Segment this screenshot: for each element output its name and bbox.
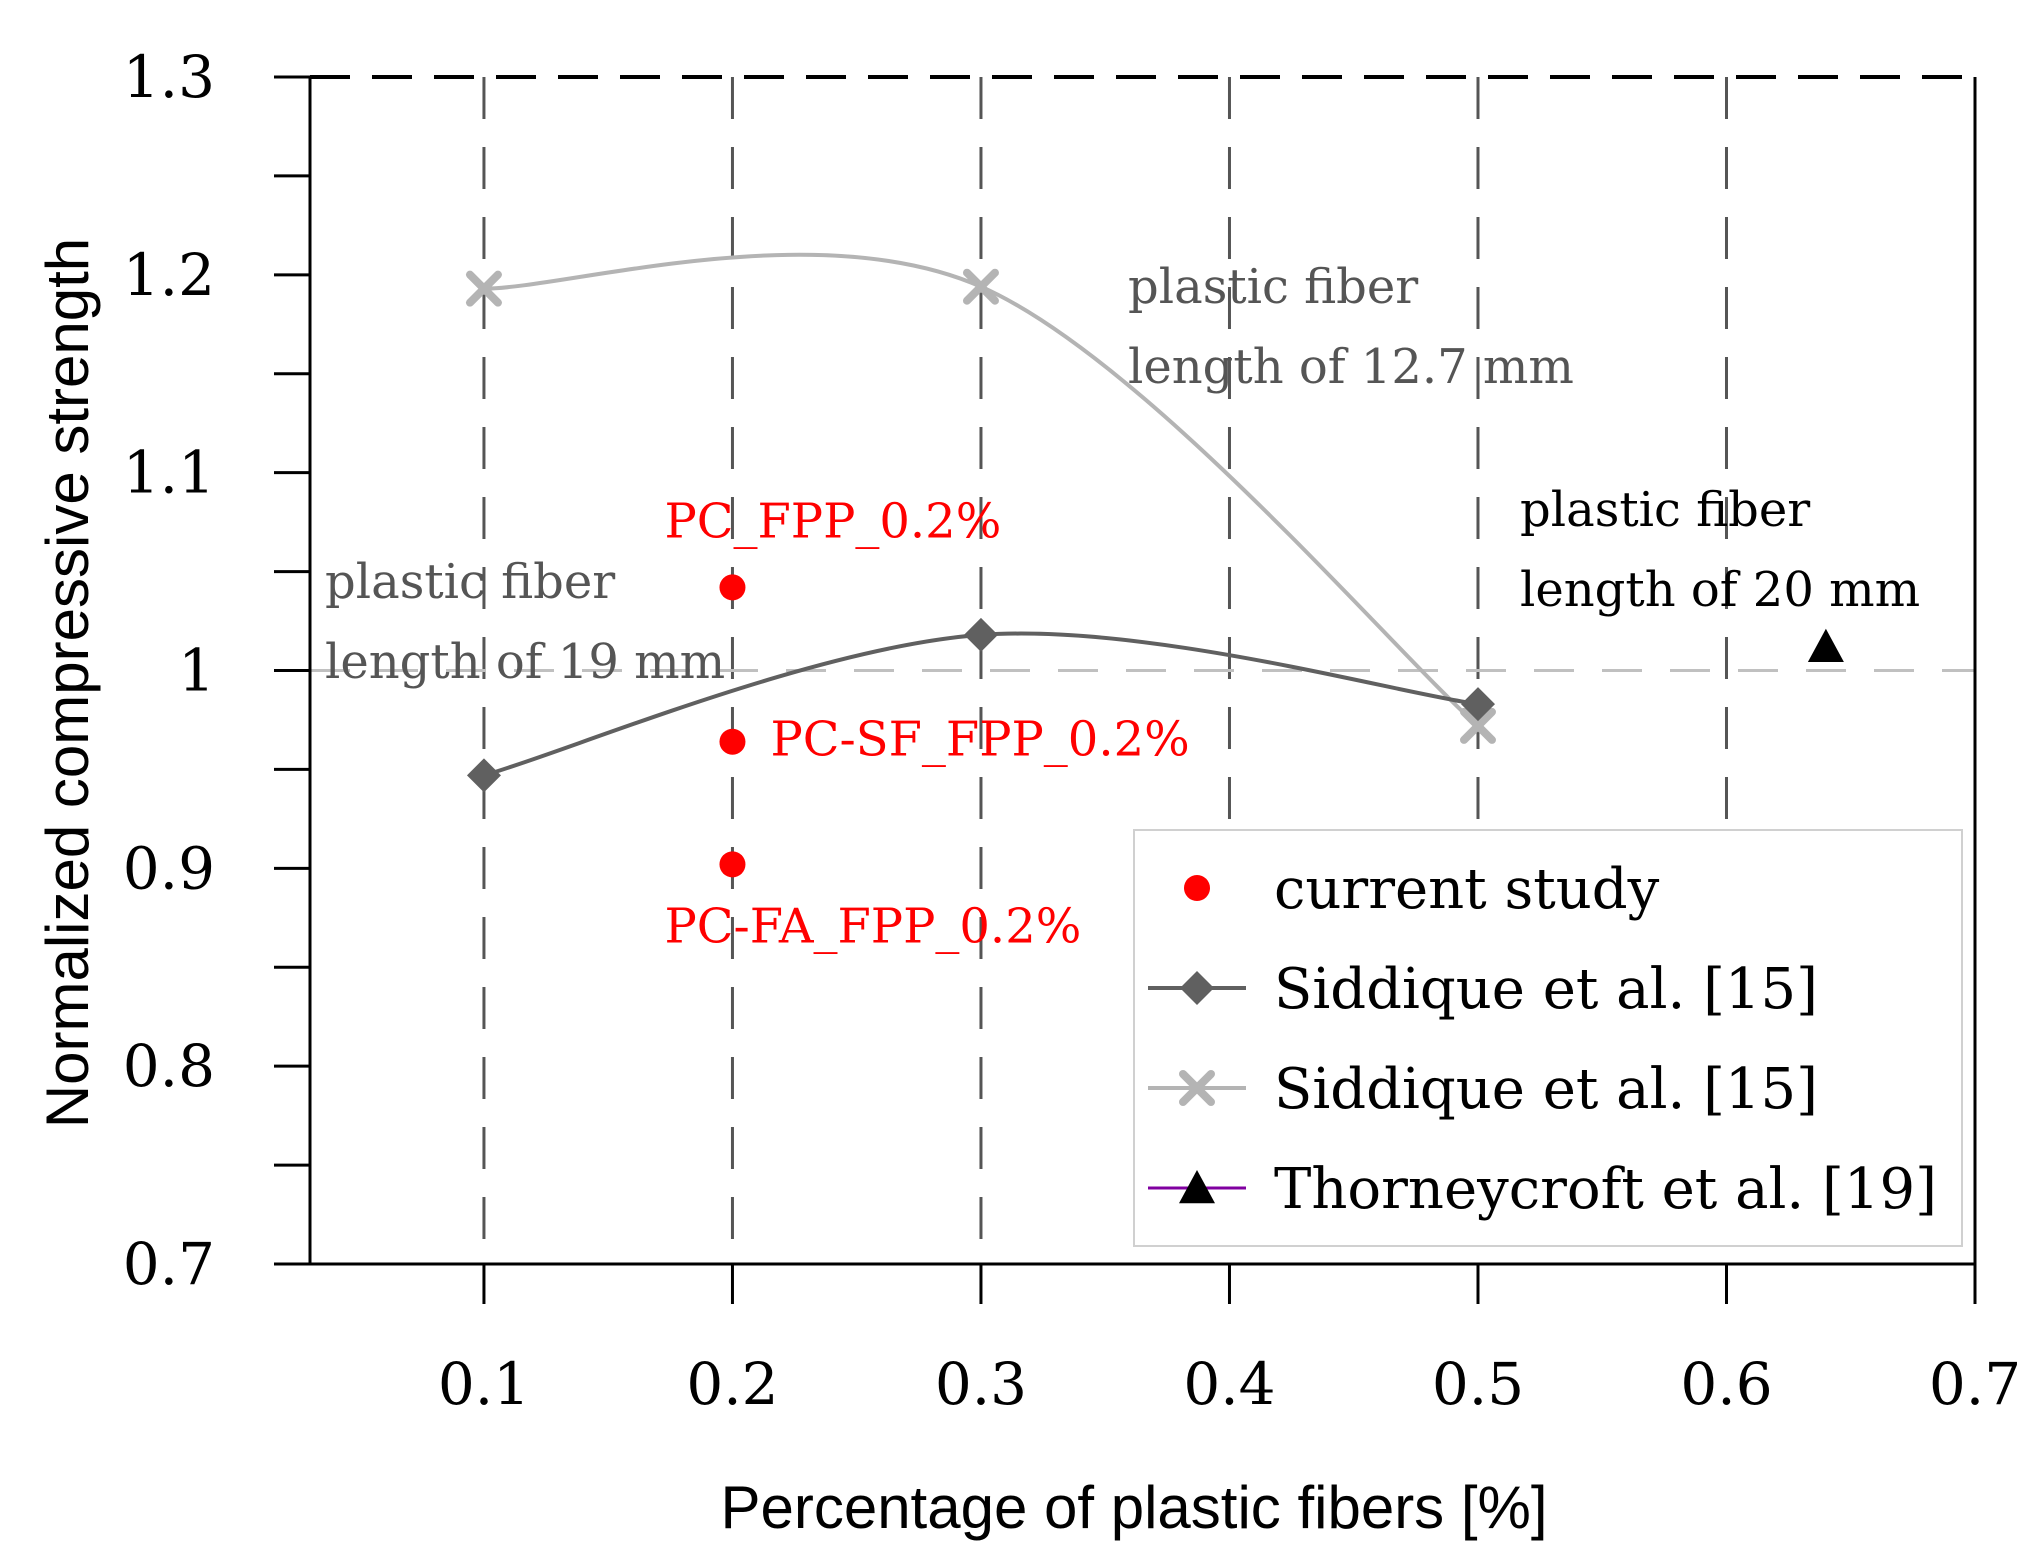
x-tick-label: 0.6 bbox=[1680, 1350, 1772, 1418]
y-tick-label: 0.9 bbox=[123, 834, 215, 902]
x-axis-title: Percentage of plastic fibers [%] bbox=[720, 1474, 1547, 1541]
x-marker-stroke bbox=[1179, 1070, 1215, 1106]
data-point bbox=[1460, 687, 1495, 722]
annotation: plastic fiber length of 19 mm bbox=[325, 554, 725, 690]
x-tick-label: 0.3 bbox=[935, 1350, 1027, 1418]
x-marker-stroke bbox=[1459, 707, 1496, 744]
legend-item: current study bbox=[1184, 857, 1660, 922]
legend: current study Siddique et al. [15] Siddiqu… bbox=[1133, 829, 1963, 1247]
data-point bbox=[465, 270, 502, 307]
data-point bbox=[1179, 1170, 1215, 1204]
point-labels: PC_FPP_0.2% PC-SF_FPP_0.2% PC-FA_FPP_0.2% bbox=[664, 493, 1189, 954]
x-marker-stroke bbox=[962, 268, 999, 305]
data-point bbox=[1807, 628, 1844, 663]
annotation-line: plastic fiber bbox=[1128, 259, 1418, 315]
data-point bbox=[1180, 971, 1214, 1005]
legend-label: Thorneycroft et al. [19] bbox=[1274, 1157, 1937, 1222]
annotation: plastic fiber length of 12.7 mm bbox=[1128, 259, 1574, 395]
legend-item: Siddique et al. [15] bbox=[1148, 1057, 1818, 1122]
point-label: PC-FA_FPP_0.2% bbox=[664, 898, 1081, 954]
y-tick-label: 1 bbox=[178, 637, 215, 705]
plot-frame bbox=[274, 75, 1977, 1304]
x-marker-stroke bbox=[465, 270, 502, 307]
point-label: PC-SF_FPP_0.2% bbox=[770, 712, 1189, 768]
x-tick-label: 0.7 bbox=[1929, 1350, 2021, 1418]
data-point bbox=[962, 268, 999, 305]
x-tick-label: 0.4 bbox=[1183, 1350, 1275, 1418]
y-tick-label: 1.1 bbox=[123, 439, 215, 507]
x-tick-label: 0.5 bbox=[1432, 1350, 1524, 1418]
legend-item: Thorneycroft et al. [19] bbox=[1148, 1157, 1937, 1222]
data-point bbox=[963, 617, 998, 652]
annotation-line: plastic fiber bbox=[1520, 482, 1810, 538]
data-point bbox=[466, 758, 501, 793]
y-tick-label: 0.7 bbox=[123, 1230, 215, 1298]
annotation-line: length of 20 mm bbox=[1520, 562, 1920, 618]
data-point bbox=[1179, 1070, 1215, 1106]
y-tick-label: 1.2 bbox=[123, 241, 215, 309]
legend-label: Siddique et al. [15] bbox=[1274, 957, 1818, 1022]
x-tick-label: 0.1 bbox=[438, 1350, 530, 1418]
legend-item: Siddique et al. [15] bbox=[1148, 957, 1818, 1022]
legend-box bbox=[1133, 829, 1963, 1247]
data-point bbox=[719, 728, 746, 755]
tick-labels: 0.7 0.8 0.9 1 1.1 1.2 1.3 0.1 0.2 0.3 0.4 0.5 0.6 0.7 bbox=[123, 43, 2021, 1418]
y-tick-label: 1.3 bbox=[123, 43, 215, 111]
annotation-line: length of 19 mm bbox=[325, 634, 725, 690]
annotation-line: plastic fiber bbox=[325, 554, 615, 610]
annotation: plastic fiber length of 20 mm bbox=[1520, 482, 1920, 618]
point-label: PC_FPP_0.2% bbox=[664, 493, 1001, 549]
annotation-line: length of 12.7 mm bbox=[1128, 339, 1574, 395]
y-tick-label: 0.8 bbox=[123, 1032, 215, 1100]
series-layer bbox=[465, 252, 1844, 878]
legend-label: Siddique et al. [15] bbox=[1274, 1057, 1818, 1122]
x-tick-label: 0.2 bbox=[686, 1350, 778, 1418]
data-point bbox=[719, 851, 746, 878]
data-point bbox=[1459, 707, 1496, 744]
data-point bbox=[1184, 875, 1210, 901]
legend-label: current study bbox=[1274, 857, 1660, 922]
data-point bbox=[719, 574, 746, 601]
y-axis-title: Normalized compressive strength bbox=[34, 238, 101, 1128]
